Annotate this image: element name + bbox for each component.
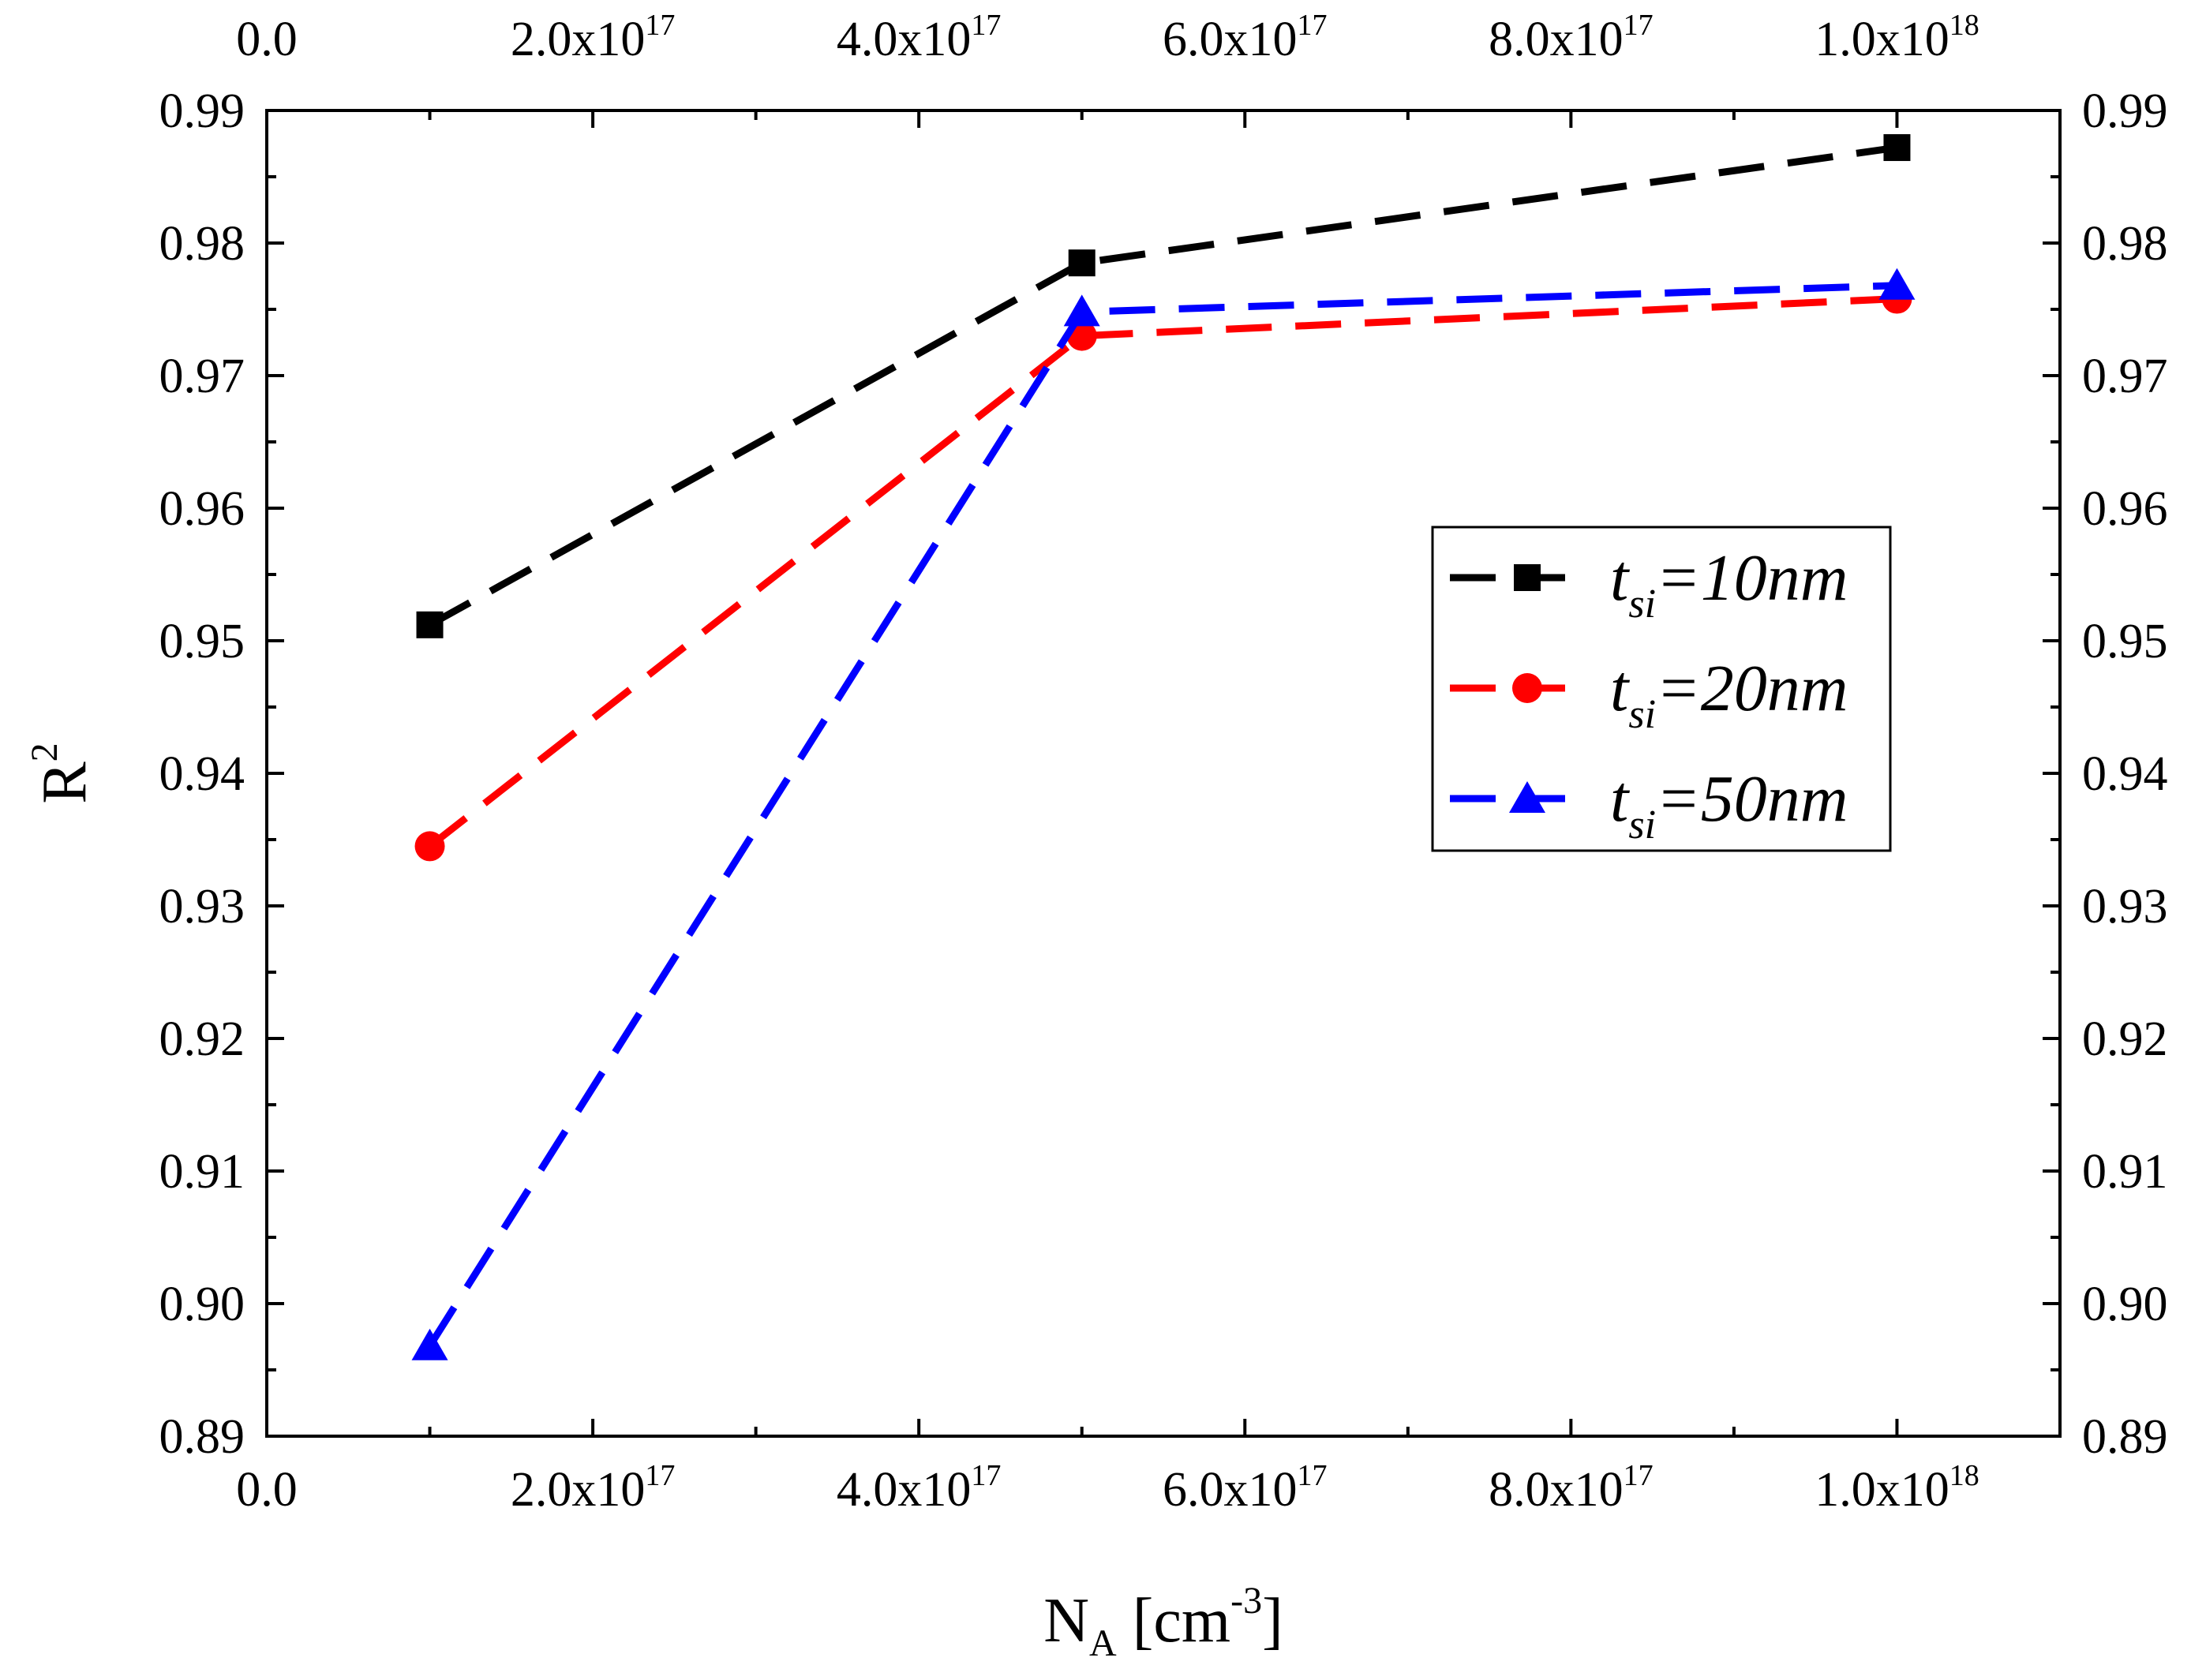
- y-tick-label-right: 0.95: [2082, 615, 2168, 668]
- data-point: [1878, 268, 1916, 300]
- series-line: [428, 144, 1898, 628]
- legend: tsi=10nm tsi=20nm tsi=50nm: [1431, 526, 1892, 852]
- y-tick-label-left: 0.89: [159, 1410, 245, 1464]
- y-tick-label-right: 0.93: [2082, 880, 2168, 934]
- data-point: [1063, 294, 1100, 327]
- y-tick-label-left: 0.91: [159, 1145, 245, 1199]
- x-tick-label-bottom: 8.0x1017: [1489, 1459, 1654, 1517]
- data-point: [414, 831, 445, 862]
- series-layer: [411, 134, 1916, 1360]
- x-tick-label-bottom: 0.0: [236, 1463, 298, 1517]
- y-tick-label-right: 0.97: [2082, 350, 2168, 403]
- y-tick-label-left: 0.90: [159, 1278, 245, 1331]
- y-tick-label-left: 0.99: [159, 84, 245, 138]
- legend-label: tsi=50nm: [1610, 762, 1848, 847]
- data-point: [1068, 249, 1096, 277]
- legend-marker: [1509, 781, 1545, 813]
- legend-label: tsi=20nm: [1610, 652, 1848, 737]
- y-tick-label-left: 0.96: [159, 482, 245, 536]
- y-tick-label-left: 0.93: [159, 880, 245, 934]
- y-tick-label-left: 0.95: [159, 615, 245, 668]
- x-tick-label-top: 6.0x1017: [1163, 9, 1328, 66]
- x-tick-label-top: 1.0x1018: [1815, 9, 1979, 66]
- legend-label: tsi=10nm: [1610, 541, 1848, 627]
- legend-marker: [1514, 564, 1541, 591]
- data-point: [1883, 134, 1911, 162]
- y-tick-label-right: 0.90: [2082, 1278, 2168, 1331]
- data-point: [416, 611, 444, 638]
- y-tick-label-right: 0.99: [2082, 84, 2168, 138]
- y-tick-label-left: 0.98: [159, 217, 245, 271]
- x-tick-label-top: 0.0: [236, 13, 298, 66]
- y-tick-label-right: 0.96: [2082, 482, 2168, 536]
- legend-entry: tsi=50nm: [1450, 762, 1848, 847]
- y-tick-label-left: 0.92: [159, 1012, 245, 1066]
- y-tick-label-right: 0.92: [2082, 1012, 2168, 1066]
- x-tick-label-bottom: 1.0x1018: [1815, 1459, 1979, 1517]
- y-tick-label-left: 0.94: [159, 747, 245, 801]
- x-tick-label-bottom: 6.0x1017: [1163, 1459, 1328, 1517]
- y-tick-label-right: 0.98: [2082, 217, 2168, 271]
- x-tick-label-top: 2.0x1017: [511, 9, 676, 66]
- data-point: [411, 1328, 448, 1360]
- y-tick-label-right: 0.91: [2082, 1145, 2168, 1199]
- x-tick-label-bottom: 2.0x1017: [511, 1459, 676, 1517]
- legend-entry: tsi=20nm: [1450, 652, 1848, 737]
- y-axis-title: R2: [24, 743, 99, 803]
- y-tick-label-right: 0.94: [2082, 747, 2168, 801]
- x-tick-label-top: 8.0x1017: [1489, 9, 1654, 66]
- series-t_si=10nm: [416, 134, 1911, 638]
- legend-marker: [1512, 673, 1542, 703]
- y-tick-label-right: 0.89: [2082, 1410, 2168, 1464]
- x-tick-label-top: 4.0x1017: [837, 9, 1002, 66]
- y-tick-label-left: 0.97: [159, 350, 245, 403]
- x-axis-title: NA [cm-3]: [1043, 1580, 1283, 1664]
- series-t_si=50nm: [411, 268, 1916, 1360]
- axes: 0.89 0.89 0.90 0.90 0.91 0.91 0.92 0.92 0.93 0.93…: [24, 9, 2168, 1664]
- legend-box: [1431, 526, 1892, 852]
- x-tick-label-bottom: 4.0x1017: [837, 1459, 1002, 1517]
- legend-entry: tsi=10nm: [1450, 541, 1848, 627]
